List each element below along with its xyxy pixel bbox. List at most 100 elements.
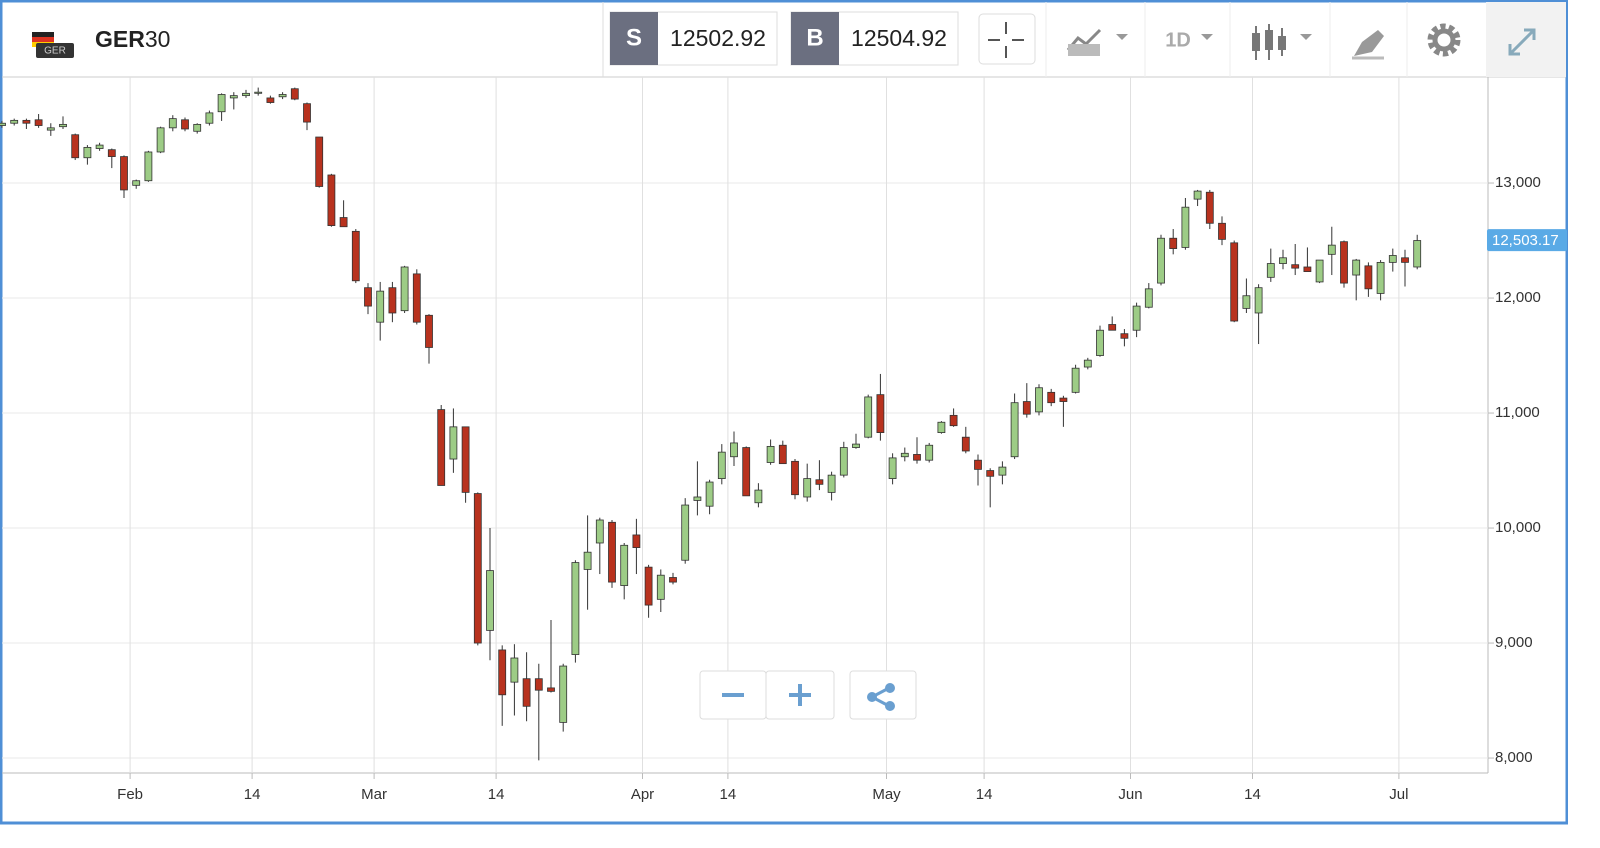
candle-body xyxy=(425,314,433,348)
candle-body xyxy=(754,489,763,504)
candle-body xyxy=(290,88,299,100)
candles xyxy=(0,87,1422,761)
candle-body xyxy=(498,649,507,696)
candle-body xyxy=(461,426,470,493)
candle-body xyxy=(449,426,458,460)
candle-body xyxy=(1230,242,1239,322)
candle-body xyxy=(278,94,287,98)
candle-body xyxy=(717,451,726,479)
symbol-suffix: 30 xyxy=(145,26,171,52)
settings-button[interactable] xyxy=(1427,23,1461,57)
candle-body xyxy=(1010,402,1019,458)
candle-body xyxy=(1120,333,1129,339)
candle-body xyxy=(95,144,104,149)
candle-body xyxy=(620,544,629,586)
candle-body xyxy=(242,92,250,97)
candle-body xyxy=(1364,265,1373,290)
y-tick-label: 10,000 xyxy=(1495,519,1541,536)
x-tick-label: 14 xyxy=(976,786,993,803)
candle-body xyxy=(1303,266,1312,272)
candle-style-button[interactable] xyxy=(1252,24,1312,60)
candle-body xyxy=(364,287,372,307)
current-price-marker xyxy=(1487,229,1567,252)
y-tick-label: 13,000 xyxy=(1495,174,1541,191)
x-tick-label: Feb xyxy=(117,786,143,803)
candle-body xyxy=(303,103,311,123)
candle-body xyxy=(46,127,55,131)
x-tick-label: 14 xyxy=(1244,786,1261,803)
candle-body xyxy=(388,287,397,314)
chart-type-button[interactable] xyxy=(1066,28,1128,56)
sell-button[interactable]: S 12502.92 xyxy=(609,11,778,66)
candle-body xyxy=(998,466,1007,476)
candle-body xyxy=(778,444,787,465)
candle-body xyxy=(376,290,385,323)
candle-body xyxy=(656,574,665,600)
candle-body xyxy=(34,119,43,126)
candle-body xyxy=(400,266,409,312)
candle-body xyxy=(168,118,177,129)
candle-body xyxy=(1376,261,1385,294)
buy-price: 12504.92 xyxy=(851,25,947,51)
x-tick-label: Jun xyxy=(1118,786,1142,803)
candle-body xyxy=(1279,257,1287,264)
candle-body xyxy=(1218,222,1226,240)
crosshair-button[interactable] xyxy=(978,13,1036,65)
zoom-out-button[interactable] xyxy=(699,670,767,720)
draw-button[interactable] xyxy=(1352,30,1384,60)
candle-body xyxy=(266,97,275,103)
share-button[interactable] xyxy=(849,670,917,720)
candle-body xyxy=(1242,295,1251,309)
candle-body xyxy=(71,134,80,159)
candle-body xyxy=(1022,401,1031,415)
x-tick-label: Jul xyxy=(1389,786,1408,803)
candle-body xyxy=(1327,244,1336,255)
candle-body xyxy=(632,534,641,548)
candle-body xyxy=(1254,287,1263,314)
candle-body xyxy=(559,665,568,723)
candle-body xyxy=(1071,367,1080,393)
zoom-in-button[interactable] xyxy=(765,670,835,720)
candle-body xyxy=(486,570,494,631)
candle-body xyxy=(144,151,153,182)
candle-body xyxy=(827,474,836,493)
candle-body xyxy=(217,94,226,113)
candle-body xyxy=(974,459,982,470)
candle-body xyxy=(742,447,751,497)
candle-body xyxy=(59,123,67,128)
candle-body xyxy=(1059,397,1068,402)
flag-icon: GER xyxy=(32,32,74,58)
x-tick-label: 14 xyxy=(244,786,261,803)
interval-button[interactable]: 1D xyxy=(1165,29,1213,51)
candle-body xyxy=(595,519,604,544)
candle-body xyxy=(351,230,360,282)
candle-body xyxy=(864,396,873,438)
candle-body xyxy=(681,504,690,561)
fullscreen-button[interactable] xyxy=(1486,2,1566,77)
candle-body xyxy=(1193,190,1202,200)
x-tick-label: Mar xyxy=(361,786,387,803)
candle-body xyxy=(1352,259,1361,276)
candle-body xyxy=(1205,191,1214,224)
candle-body xyxy=(229,95,238,99)
x-tick-label: May xyxy=(872,786,901,803)
candle-body xyxy=(534,678,543,691)
candle-body xyxy=(120,156,128,191)
candle-body xyxy=(83,146,92,159)
y-tick-label: 9,000 xyxy=(1495,634,1533,651)
x-tick-label: Apr xyxy=(631,786,654,803)
candle-body xyxy=(571,562,580,655)
candle-body xyxy=(205,112,214,124)
y-tick-label: 8,000 xyxy=(1495,749,1533,766)
candle-body xyxy=(803,478,812,498)
candle-body xyxy=(1157,237,1165,284)
x-tick-label: 14 xyxy=(488,786,505,803)
y-tick-label: 11,000 xyxy=(1495,404,1540,421)
candle-body xyxy=(961,436,970,452)
axis-labels: 8,000 9,000 10,000 11,000 12,000 13,000 Feb 14 M… xyxy=(117,174,1567,803)
candle-body xyxy=(583,551,592,570)
candle-body xyxy=(900,452,909,458)
candle-body xyxy=(1388,255,1397,263)
candle-body xyxy=(693,496,702,501)
buy-button[interactable]: B 12504.92 xyxy=(790,11,959,66)
